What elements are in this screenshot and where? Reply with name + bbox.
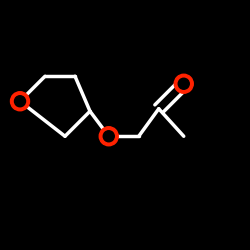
Circle shape [103, 131, 114, 142]
Circle shape [14, 96, 26, 107]
Circle shape [10, 92, 29, 111]
Circle shape [99, 127, 118, 146]
Circle shape [178, 78, 189, 89]
Circle shape [174, 74, 193, 93]
